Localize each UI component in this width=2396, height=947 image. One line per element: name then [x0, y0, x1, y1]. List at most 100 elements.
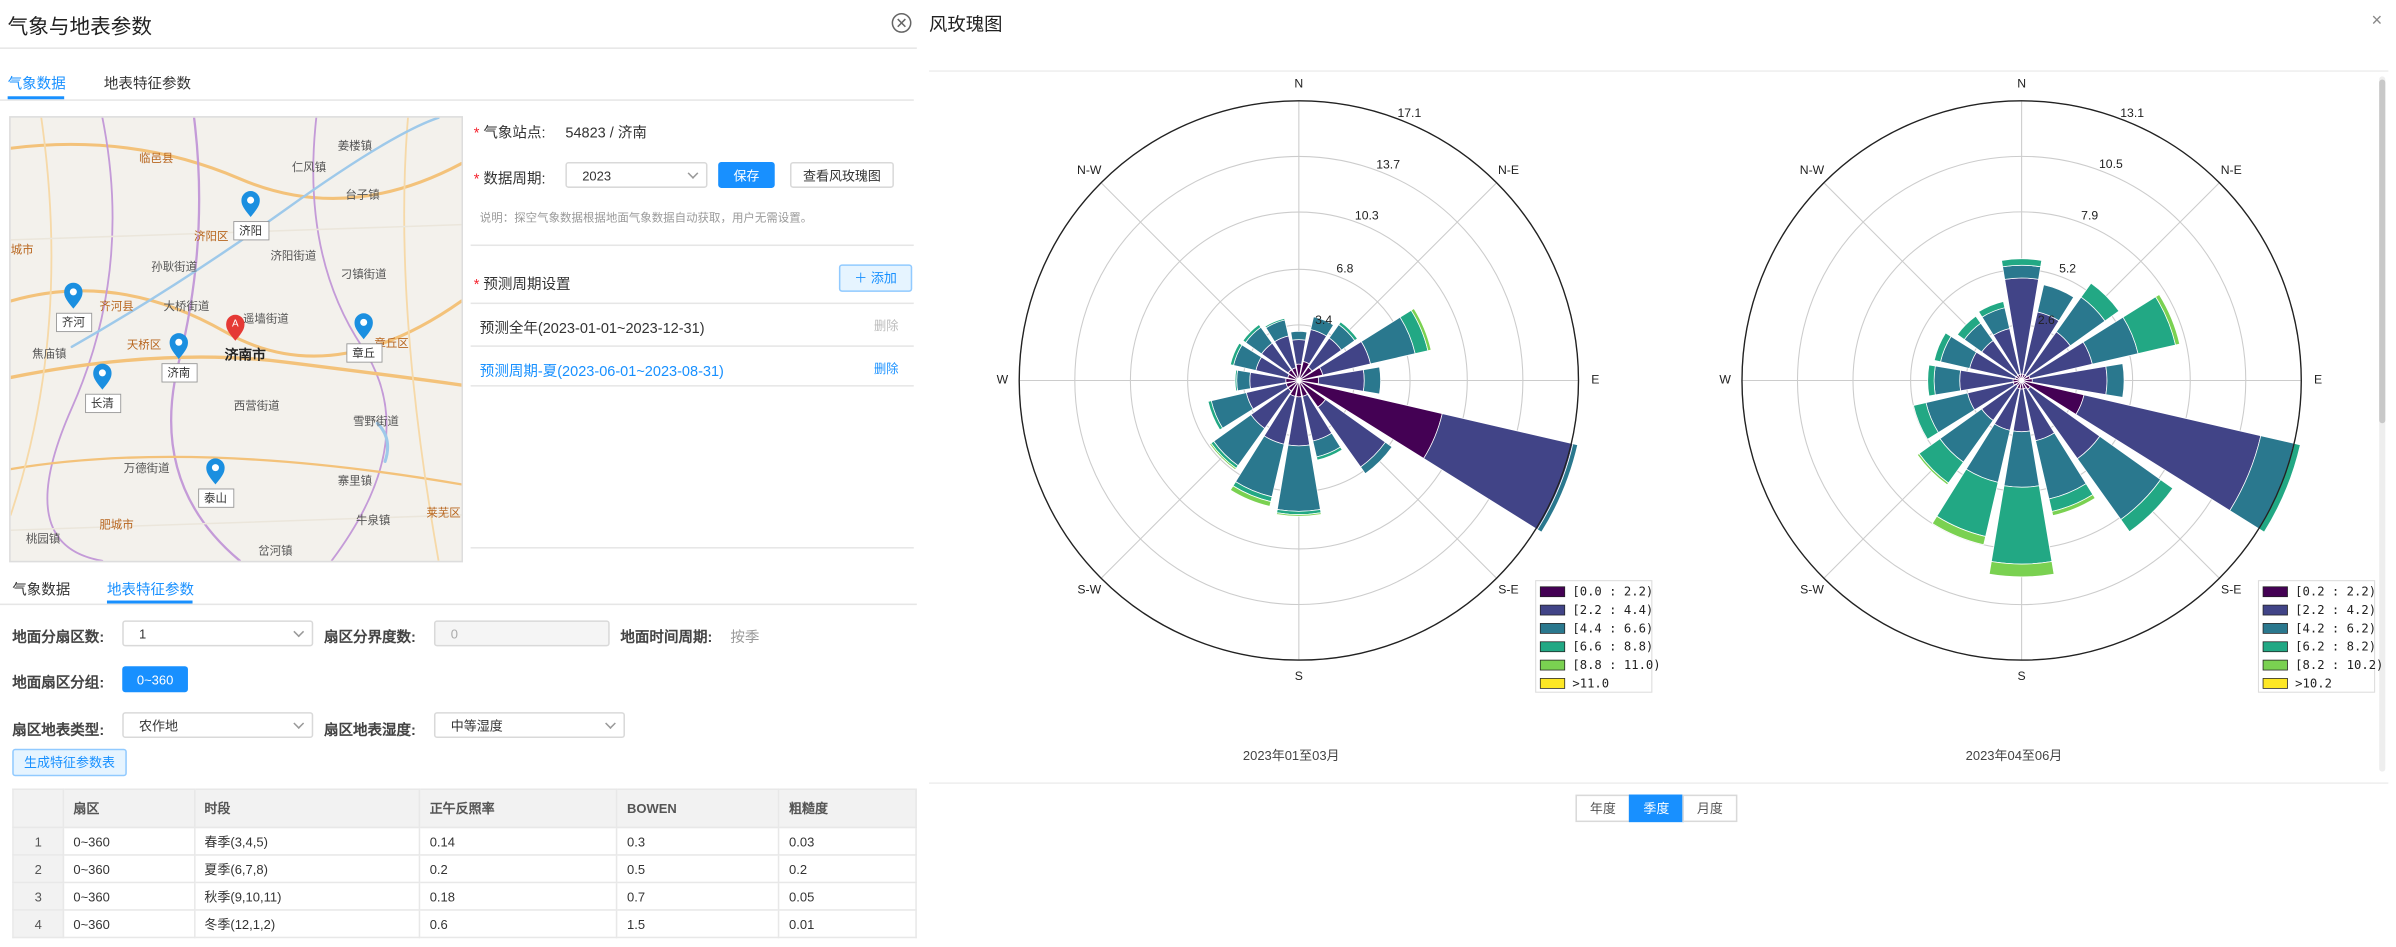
field-value: 54823 / 济南	[565, 125, 647, 143]
generate-button[interactable]: 生成特征参数表	[12, 748, 127, 777]
select[interactable]: 中等湿度	[433, 712, 625, 739]
delete-link[interactable]: 删除	[874, 362, 899, 376]
scrollbar[interactable]	[2379, 76, 2386, 772]
tab-active[interactable]: 气象数据	[7, 76, 66, 94]
tab[interactable]: 地表特征参数	[103, 76, 192, 94]
save-button[interactable]: 保存	[718, 161, 775, 188]
input-value: 0	[450, 625, 459, 642]
legend-label: [4.2 : 6.2)	[2295, 621, 2376, 635]
cell: 冬季(12,1,2)	[193, 909, 421, 939]
field-label: 地面分扇区数:	[12, 629, 105, 647]
delete-link[interactable]: 删除	[874, 319, 899, 334]
field-label: 地面扇区分组:	[12, 675, 105, 693]
pin	[64, 282, 83, 309]
station-label: 济阳	[239, 224, 262, 238]
direction-label: N-E	[2221, 163, 2242, 177]
place: 万德街道	[124, 461, 170, 475]
place: 肥城市	[99, 518, 133, 532]
cell: 0~360	[62, 854, 196, 884]
close-icon[interactable]	[891, 12, 912, 33]
select-value: 1	[139, 625, 147, 642]
header-cell: 时段	[193, 788, 421, 829]
place: 桃园镇	[26, 531, 60, 545]
cell: 0.01	[778, 909, 917, 939]
select[interactable]: 1	[122, 620, 314, 647]
rose-segment	[1264, 317, 1286, 329]
segment-active[interactable]: 季度	[1628, 794, 1684, 823]
direction-label: N	[1294, 76, 1303, 90]
station-box	[161, 363, 198, 383]
panel-title: 风玫瑰图	[929, 13, 1003, 36]
rose-segment	[1338, 321, 1358, 342]
pin-dot	[175, 338, 183, 346]
station-box	[346, 343, 383, 363]
legend-swatch	[2262, 604, 2288, 616]
header-row: 扇区 时段 正午反照率 BOWEN 粗糙度	[12, 788, 917, 829]
row-index: 1	[12, 826, 65, 856]
pin	[93, 363, 112, 390]
note: 说明：探空气象数据根据地面气象数据自动获取，用户无需设置。	[479, 210, 813, 225]
wind-rose: 2.6 5.2 7.9 10.5 13.1 N N-E E S-E S S-W W N-W [0.2 : …	[1719, 76, 2383, 763]
pin-dot	[98, 369, 106, 377]
rose-segment	[2001, 258, 2043, 268]
legend-label: >10.2	[2295, 676, 2332, 690]
direction-label: S	[2018, 669, 2026, 683]
segment[interactable]: 年度	[1575, 794, 1631, 823]
direction-label: E	[1591, 373, 1599, 387]
place: 寨里镇	[338, 473, 372, 487]
group-chip[interactable]: 0~360	[122, 666, 188, 693]
rose-segment	[1242, 324, 1262, 344]
segment[interactable]: 月度	[1682, 794, 1738, 823]
map[interactable]: 临邑县 姜楼镇 仁风镇 台子镇 济阳区 济阳街道 孙耿街道 刁镇街道 城市 齐河…	[9, 116, 464, 563]
cell: 春季(3,4,5)	[193, 826, 421, 856]
place: 莱芜区	[426, 505, 460, 519]
legend-label: [4.4 : 6.6)	[1572, 621, 1653, 635]
select-value: 2023	[582, 167, 612, 183]
place: 台子镇	[345, 188, 379, 202]
rose-segment	[1234, 369, 1239, 392]
view-button[interactable]: 查看风玫瑰图	[790, 161, 894, 188]
direction-label: W	[1719, 373, 1731, 387]
station-label: 章丘	[352, 346, 375, 360]
add-button[interactable]: ＋ 添加	[838, 264, 913, 292]
cell: 0.14	[418, 826, 618, 856]
place: 大桥街道	[164, 299, 210, 313]
forecast-item[interactable]: 预测全年(2023-01-01~2023-12-31)	[479, 320, 705, 338]
rose-segment	[2155, 293, 2181, 346]
select[interactable]: 农作地	[122, 712, 314, 739]
direction-label: S-E	[2221, 582, 2241, 596]
select[interactable]: 2023	[565, 161, 708, 188]
rose-segment	[1927, 364, 1936, 397]
ring-label: 10.5	[2099, 157, 2123, 171]
forecast-item-active[interactable]: 预测周期-夏(2023-06-01~2023-08-31)	[479, 363, 724, 381]
place: 焦庙镇	[32, 347, 66, 361]
rose-caption: 2023年04至06月	[1966, 748, 2063, 763]
tab[interactable]: 气象数据	[12, 582, 71, 599]
header-cell: 扇区	[62, 788, 196, 829]
close-button[interactable]: ×	[2371, 9, 2383, 31]
tab-active[interactable]: 地表特征参数	[106, 582, 195, 599]
marker-label: A	[232, 319, 239, 330]
station-box	[233, 221, 270, 241]
pin-dot	[211, 464, 219, 472]
cell: 0.2	[778, 854, 917, 884]
field-label: 扇区地表湿度:	[323, 722, 416, 740]
pin	[206, 458, 225, 485]
cell: 1.5	[616, 909, 780, 939]
cell: 0.03	[778, 826, 917, 856]
cell: 0~360	[62, 826, 196, 856]
place: 遥墙街道	[243, 311, 289, 325]
ring-label: 13.1	[2120, 106, 2144, 120]
legend-label: [6.6 : 8.8)	[1572, 640, 1653, 654]
direction-label: N	[2017, 76, 2026, 90]
rose-segment	[1913, 402, 1939, 440]
cell: 0.05	[778, 881, 917, 911]
header-cell: BOWEN	[616, 788, 780, 829]
station-label: 泰山	[204, 491, 227, 505]
rose-segment	[1956, 315, 1982, 341]
section-label: 预测周期设置	[474, 272, 570, 294]
legend-swatch	[2262, 659, 2288, 671]
field-label: 气象站点:	[474, 121, 545, 142]
